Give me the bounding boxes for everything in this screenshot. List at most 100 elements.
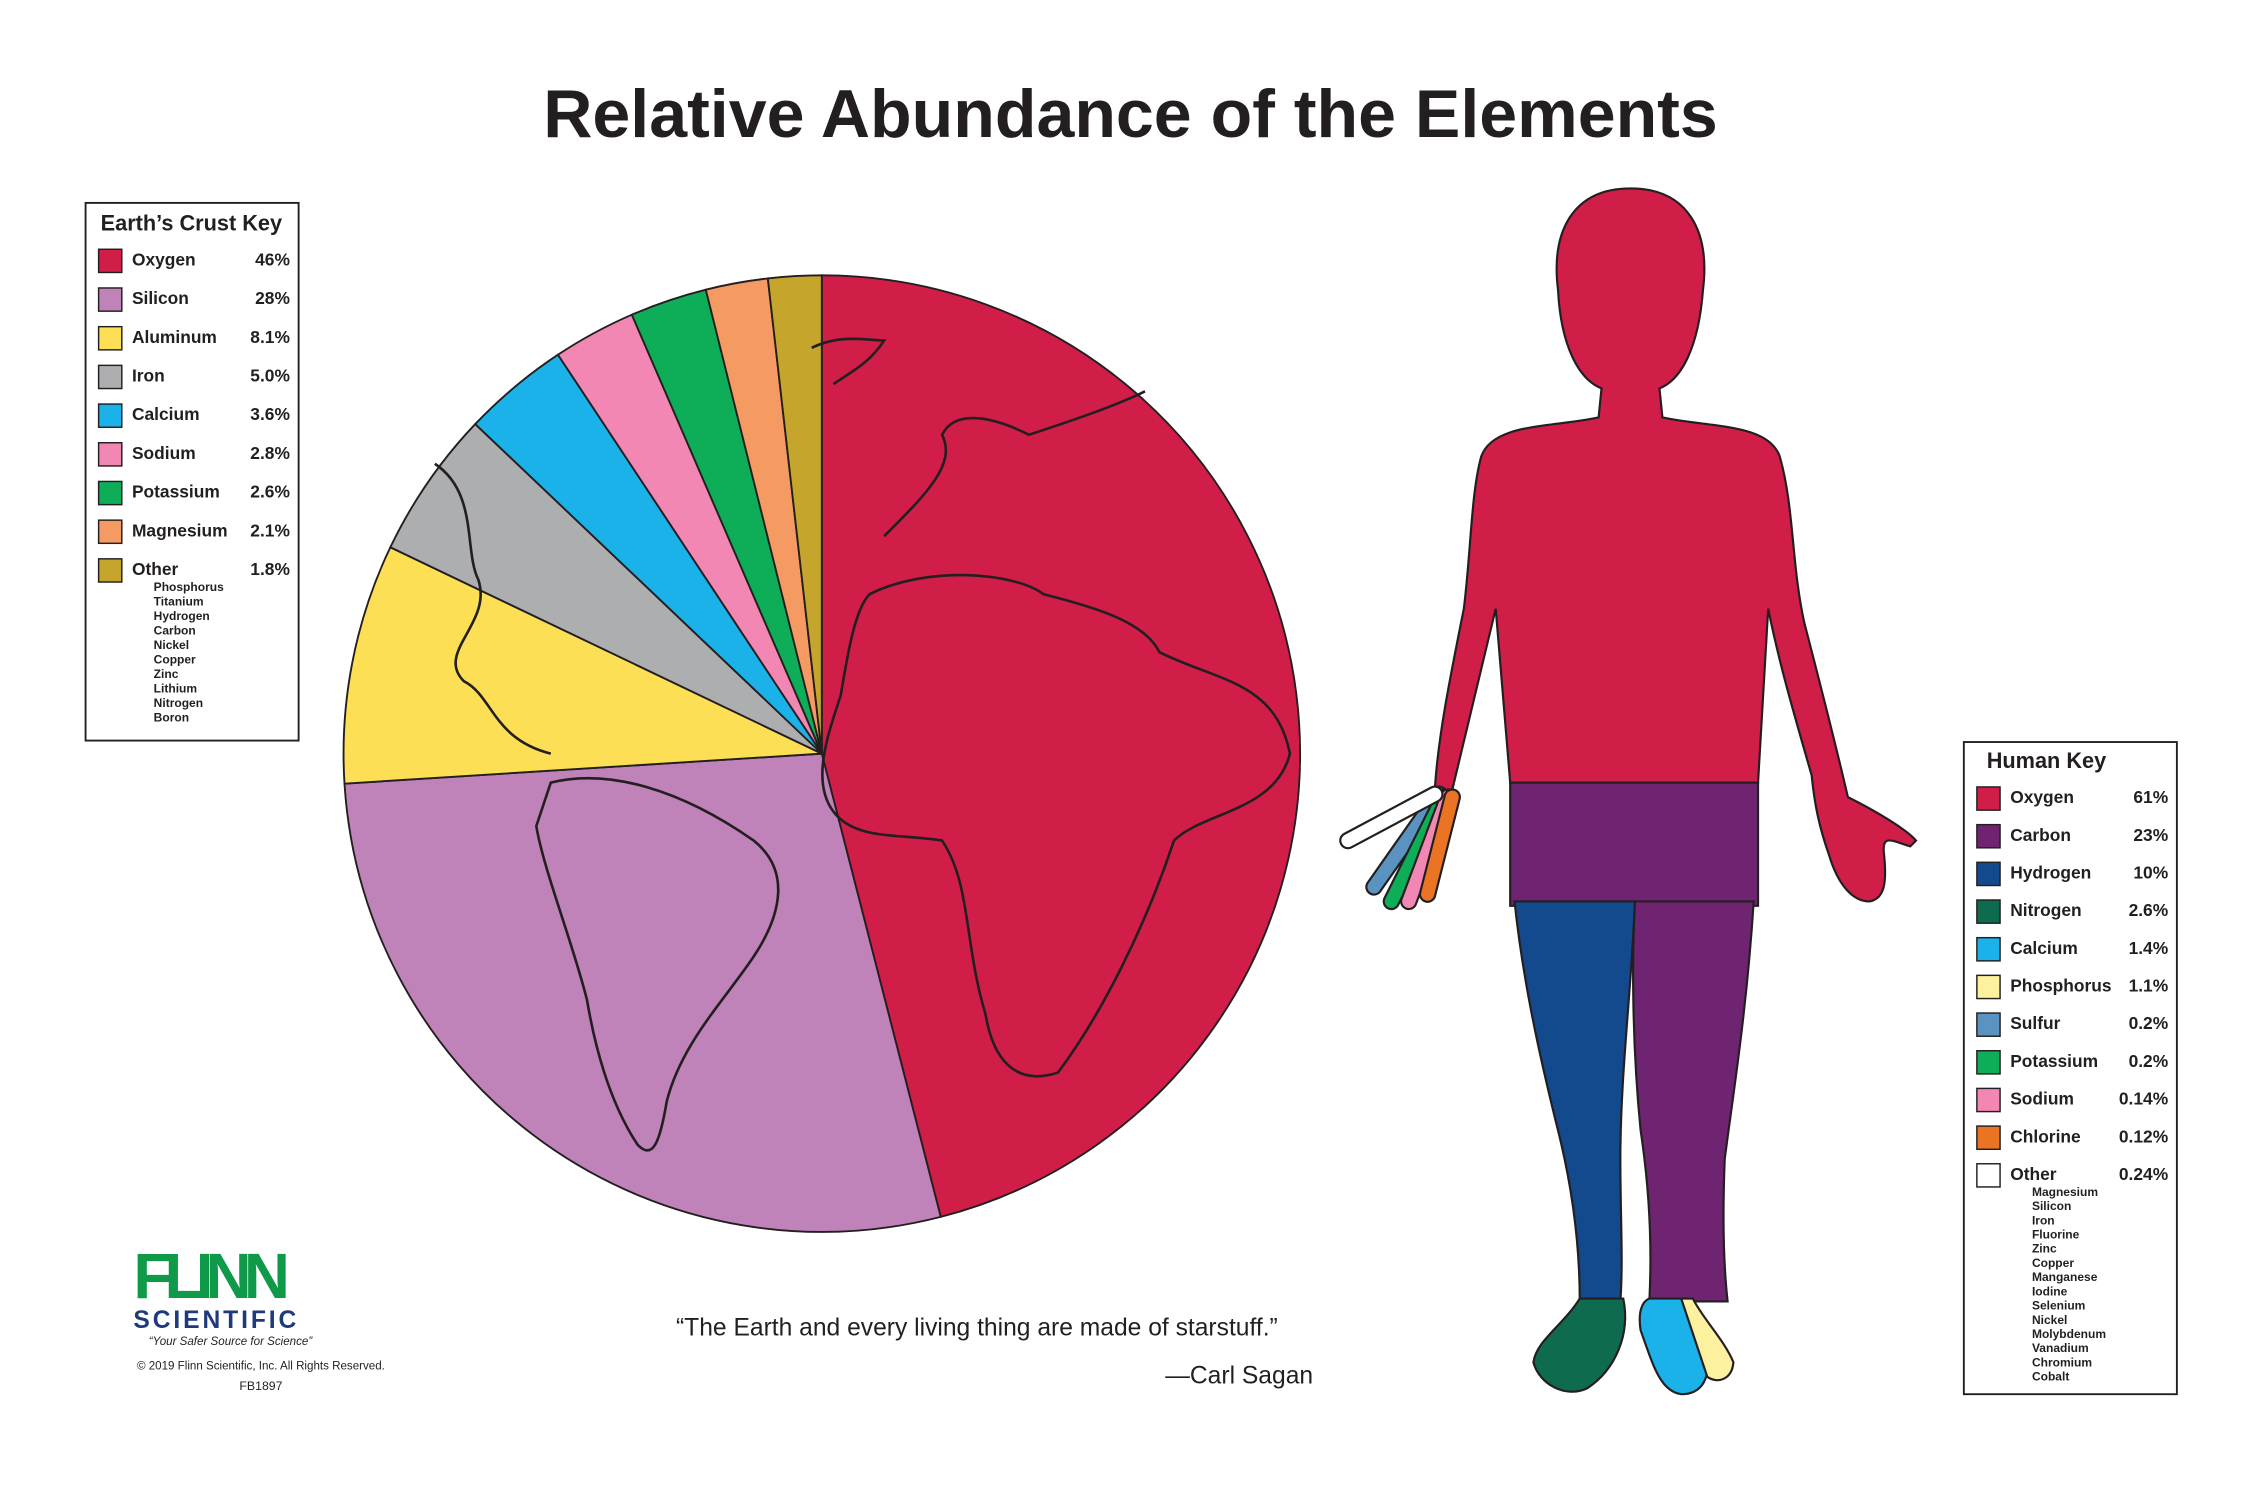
logo-tagline: “Your Safer Source for Science” [149, 1336, 314, 1348]
legend-label: Chlorine [2010, 1126, 2081, 1146]
legend-swatch [97, 403, 123, 428]
other-member: Copper [154, 652, 196, 666]
legend-label: Nitrogen [2010, 900, 2081, 920]
legend-value: 1.1% [2129, 976, 2169, 996]
finger [1421, 790, 1459, 901]
other-member: Titanium [154, 594, 204, 608]
key-title: Human Key [1987, 748, 2106, 773]
product-code: FB1897 [239, 1379, 282, 1393]
legend-value: 23% [2133, 825, 2168, 845]
legend-label: Calcium [2010, 938, 2078, 958]
other-member: Vanadium [2032, 1341, 2089, 1355]
legend-swatch [97, 558, 123, 583]
legend-value: 3.6% [250, 404, 290, 424]
attribution: —Carl Sagan [1165, 1362, 1313, 1389]
legend-swatch [97, 442, 123, 467]
legend-value: 2.1% [250, 520, 290, 540]
other-member: Copper [2032, 1256, 2074, 1270]
legend-label: Other [132, 559, 179, 579]
key-title: Earth’s Crust Key [101, 210, 282, 235]
copyright: © 2019 Flinn Scientific, Inc. All Rights… [137, 1361, 385, 1373]
body-region [1513, 900, 1636, 1303]
pie-slice [389, 422, 823, 755]
other-member: Fluorine [2032, 1228, 2080, 1242]
legend-value: 0.2% [2129, 1013, 2169, 1033]
legend-label: Oxygen [2010, 787, 2074, 807]
legend-swatch [1976, 936, 2001, 962]
other-member: Manganese [2032, 1270, 2098, 1284]
legend-value: 1.4% [2129, 938, 2169, 958]
legend-swatch [97, 325, 123, 351]
other-member: Nitrogen [154, 696, 203, 710]
other-member: Selenium [2032, 1299, 2085, 1313]
legend-swatch [1976, 823, 2001, 849]
legend-value: 10% [2133, 863, 2168, 883]
legend-label: Sodium [132, 443, 196, 463]
legend-value: 0.24% [2119, 1164, 2168, 1184]
other-member: Carbon [154, 623, 196, 637]
legend-label: Potassium [2010, 1051, 2098, 1071]
other-member: Zinc [2032, 1242, 2057, 1256]
other-member: Silicon [2032, 1199, 2071, 1213]
legend-value: 8.1% [250, 327, 290, 347]
other-member: Magnesium [2032, 1185, 2098, 1199]
legend-value: 5.0% [250, 366, 290, 386]
legend-swatch [1976, 1087, 2001, 1113]
legend-label: Silicon [132, 288, 189, 308]
body-region [1509, 781, 1760, 1303]
legend-swatch [1976, 786, 2001, 811]
legend-label: Other [2010, 1164, 2057, 1184]
legend-value: 0.12% [2119, 1126, 2168, 1146]
legend-value: 61% [2133, 787, 2168, 807]
legend-swatch [97, 519, 123, 545]
title: Relative Abundance of the Elements [543, 76, 1718, 152]
other-member: Iodine [2032, 1284, 2068, 1298]
logo-name: FLINN [133, 1240, 290, 1312]
logo-subname: SCIENTIFIC [133, 1307, 299, 1334]
legend-label: Sulfur [2010, 1013, 2060, 1033]
pie-slice [820, 274, 1301, 1219]
legend-value: 2.6% [2129, 900, 2169, 920]
other-member: Zinc [154, 667, 179, 681]
legend-label: Magnesium [132, 520, 228, 540]
finger [1341, 787, 1442, 848]
body-region [1679, 1297, 1735, 1382]
legend-swatch [1976, 1012, 2001, 1037]
legend-swatch [1976, 861, 2001, 887]
continent-outline [434, 337, 1292, 1152]
other-member: Nickel [2032, 1313, 2067, 1327]
other-member: Nickel [154, 638, 189, 652]
other-member: Lithium [154, 681, 197, 695]
other-member: Phosphorus [154, 580, 224, 594]
legend-swatch [97, 364, 123, 390]
pie-slice [342, 546, 826, 785]
legend-label: Oxygen [132, 249, 196, 269]
legend-label: Phosphorus [2010, 976, 2111, 996]
other-member: Chromium [2032, 1355, 2092, 1369]
legend-swatch [1976, 1163, 2001, 1188]
legend-swatch [1976, 1125, 2001, 1150]
legend-label: Carbon [2010, 825, 2071, 845]
legend-label: Potassium [132, 482, 220, 502]
legend-swatch [97, 248, 123, 274]
legend-swatch [1976, 1050, 2001, 1075]
legend-value: 46% [255, 249, 290, 269]
legend-value: 2.8% [250, 443, 290, 463]
body-part [1679, 1297, 1735, 1382]
legend-label: Sodium [2010, 1089, 2074, 1109]
legend-value: 2.6% [250, 482, 290, 502]
body-part [1632, 900, 1755, 1303]
other-member: Molybdenum [2032, 1327, 2106, 1341]
pie-slice [343, 752, 942, 1233]
other-member: Iron [2032, 1213, 2055, 1227]
legend-swatch [1976, 899, 2001, 924]
legend-label: Calcium [132, 404, 200, 424]
other-member: Cobalt [2032, 1370, 2069, 1384]
other-member: Boron [154, 710, 189, 724]
pie-slice [766, 274, 823, 754]
other-member: Hydrogen [154, 609, 210, 623]
legend-swatch [1976, 974, 2001, 1000]
legend-swatch [97, 480, 123, 506]
quote: “The Earth and every living thing are ma… [676, 1314, 1278, 1341]
